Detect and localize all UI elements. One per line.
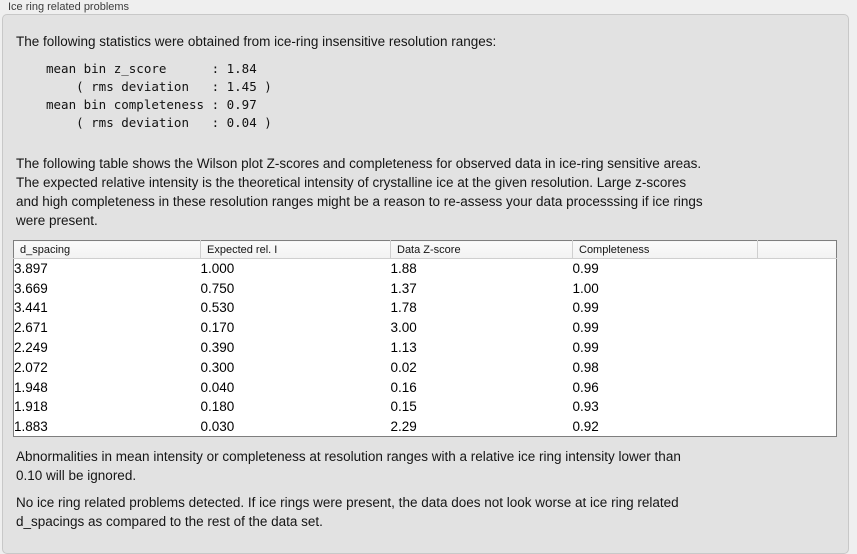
ice-ring-table: d_spacing Expected rel. I Data Z-score C… — [13, 240, 837, 438]
cell: 0.99 — [572, 300, 599, 316]
cell: 0.96 — [572, 379, 599, 395]
table-header-row: d_spacing Expected rel. I Data Z-score C… — [13, 240, 837, 259]
stats-values-block: mean bin z_score : 1.84 ( rms deviation … — [46, 61, 272, 130]
column-header-expected-rel-i[interactable]: Expected rel. I — [200, 240, 391, 259]
cell: 1.00 — [572, 280, 599, 296]
cell-empty — [758, 357, 837, 377]
cell: 0.030 — [200, 419, 235, 435]
cell: 2.29 — [390, 419, 417, 435]
conclusion-text: No ice ring related problems detected. I… — [16, 495, 679, 530]
cell: 1.37 — [390, 280, 417, 296]
cell: 1.78 — [390, 300, 417, 316]
table-row[interactable]: 2.671 0.170 3.00 0.99 — [14, 318, 837, 338]
cell: 1.883 — [14, 419, 48, 435]
column-header-completeness[interactable]: Completeness — [572, 240, 758, 259]
cell-empty — [758, 397, 837, 417]
cell: 3.00 — [390, 320, 417, 336]
table-body: 3.897 1.000 1.88 0.99 3.669 0.750 1.37 1.00 3.44… — [14, 259, 837, 437]
stats-intro-text: The following statistics were obtained f… — [16, 34, 497, 49]
ignore-threshold-note: Abnormalities in mean intensity or compl… — [16, 449, 681, 484]
cell-empty — [758, 318, 837, 338]
cell: 0.300 — [200, 359, 235, 375]
cell: 2.671 — [14, 320, 48, 336]
cell: 1.948 — [14, 379, 48, 395]
column-header-empty[interactable] — [757, 240, 837, 259]
table-row[interactable]: 3.669 0.750 1.37 1.00 — [14, 278, 837, 298]
cell: 0.02 — [390, 359, 417, 375]
table-row[interactable]: 3.897 1.000 1.88 0.99 — [14, 259, 837, 279]
table-row[interactable]: 3.441 0.530 1.78 0.99 — [14, 298, 837, 318]
cell: 0.99 — [572, 320, 599, 336]
cell: 1.000 — [200, 261, 235, 277]
cell: 0.180 — [200, 399, 235, 415]
cell: 0.15 — [390, 399, 417, 415]
panel-title: Ice ring related problems — [8, 1, 130, 13]
cell-empty — [758, 278, 837, 298]
cell: 2.249 — [14, 340, 48, 356]
cell: 0.92 — [572, 419, 599, 435]
cell: 0.040 — [200, 379, 235, 395]
table-row[interactable]: 1.918 0.180 0.15 0.93 — [14, 397, 837, 417]
cell: 1.918 — [14, 399, 48, 415]
table-row[interactable]: 2.072 0.300 0.02 0.98 — [14, 357, 837, 377]
cell: 3.669 — [14, 280, 48, 296]
table-row[interactable]: 1.948 0.040 0.16 0.96 — [14, 377, 837, 397]
column-header-data-z-score[interactable]: Data Z-score — [390, 240, 573, 259]
ice-ring-groupbox: The following statistics were obtained f… — [2, 14, 849, 554]
cell: 0.390 — [200, 340, 235, 356]
cell-empty — [758, 417, 837, 437]
cell: 3.441 — [14, 300, 48, 316]
cell-empty — [758, 338, 837, 358]
table-description-text: The following table shows the Wilson plo… — [16, 156, 703, 228]
cell: 0.98 — [572, 359, 599, 375]
cell: 0.750 — [200, 280, 235, 296]
column-header-d-spacing[interactable]: d_spacing — [13, 240, 201, 259]
cell-empty — [758, 298, 837, 318]
cell: 0.93 — [572, 399, 599, 415]
cell: 0.170 — [200, 320, 235, 336]
cell-empty — [758, 259, 837, 279]
cell: 0.530 — [200, 300, 235, 316]
cell: 0.99 — [572, 261, 599, 277]
cell: 1.13 — [390, 340, 417, 356]
table-row[interactable]: 1.883 0.030 2.29 0.92 — [14, 417, 837, 437]
cell-empty — [758, 377, 837, 397]
cell: 1.88 — [390, 261, 417, 277]
cell: 3.897 — [14, 261, 48, 277]
cell: 0.99 — [572, 340, 599, 356]
cell: 0.16 — [390, 379, 417, 395]
cell: 2.072 — [14, 359, 48, 375]
table-row[interactable]: 2.249 0.390 1.13 0.99 — [14, 338, 837, 358]
